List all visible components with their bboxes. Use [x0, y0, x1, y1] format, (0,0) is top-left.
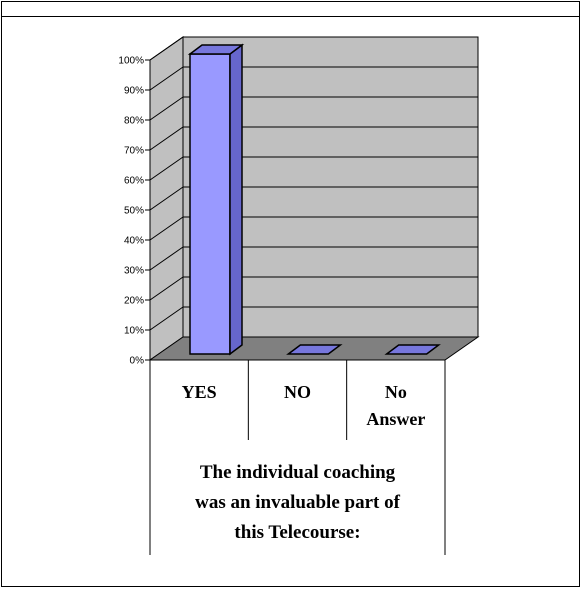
y-axis-ticks: 0% 10% 20% 30% 40% 50% 60% 70% 80% 90% 100%: [118, 56, 150, 367]
category-label: NO: [284, 382, 311, 402]
caption-line: was an invaluable part of: [195, 492, 400, 513]
y-tick-label: 60%: [124, 176, 144, 187]
y-tick-label: 100%: [118, 56, 144, 67]
caption-line: The individual coaching: [200, 462, 396, 483]
category-label: No: [385, 382, 407, 402]
bar-side: [230, 45, 242, 354]
y-tick-label: 80%: [124, 116, 144, 127]
y-tick-label: 10%: [124, 326, 144, 337]
y-tick-label: 50%: [124, 206, 144, 217]
category-label: Answer: [366, 409, 425, 429]
y-tick-label: 40%: [124, 236, 144, 247]
y-tick-label: 0%: [130, 356, 145, 367]
y-tick-label: 20%: [124, 296, 144, 307]
y-tick-label: 30%: [124, 266, 144, 277]
chart-caption: The individual coaching was an invaluable…: [195, 462, 400, 543]
bar: [190, 45, 242, 354]
caption-line: this Telecourse:: [234, 522, 360, 543]
bar-front: [190, 54, 230, 354]
category-labels: YES NO No Answer: [182, 382, 426, 429]
category-label: YES: [182, 382, 217, 402]
y-tick-label: 70%: [124, 146, 144, 157]
y-tick-label: 90%: [124, 86, 144, 97]
